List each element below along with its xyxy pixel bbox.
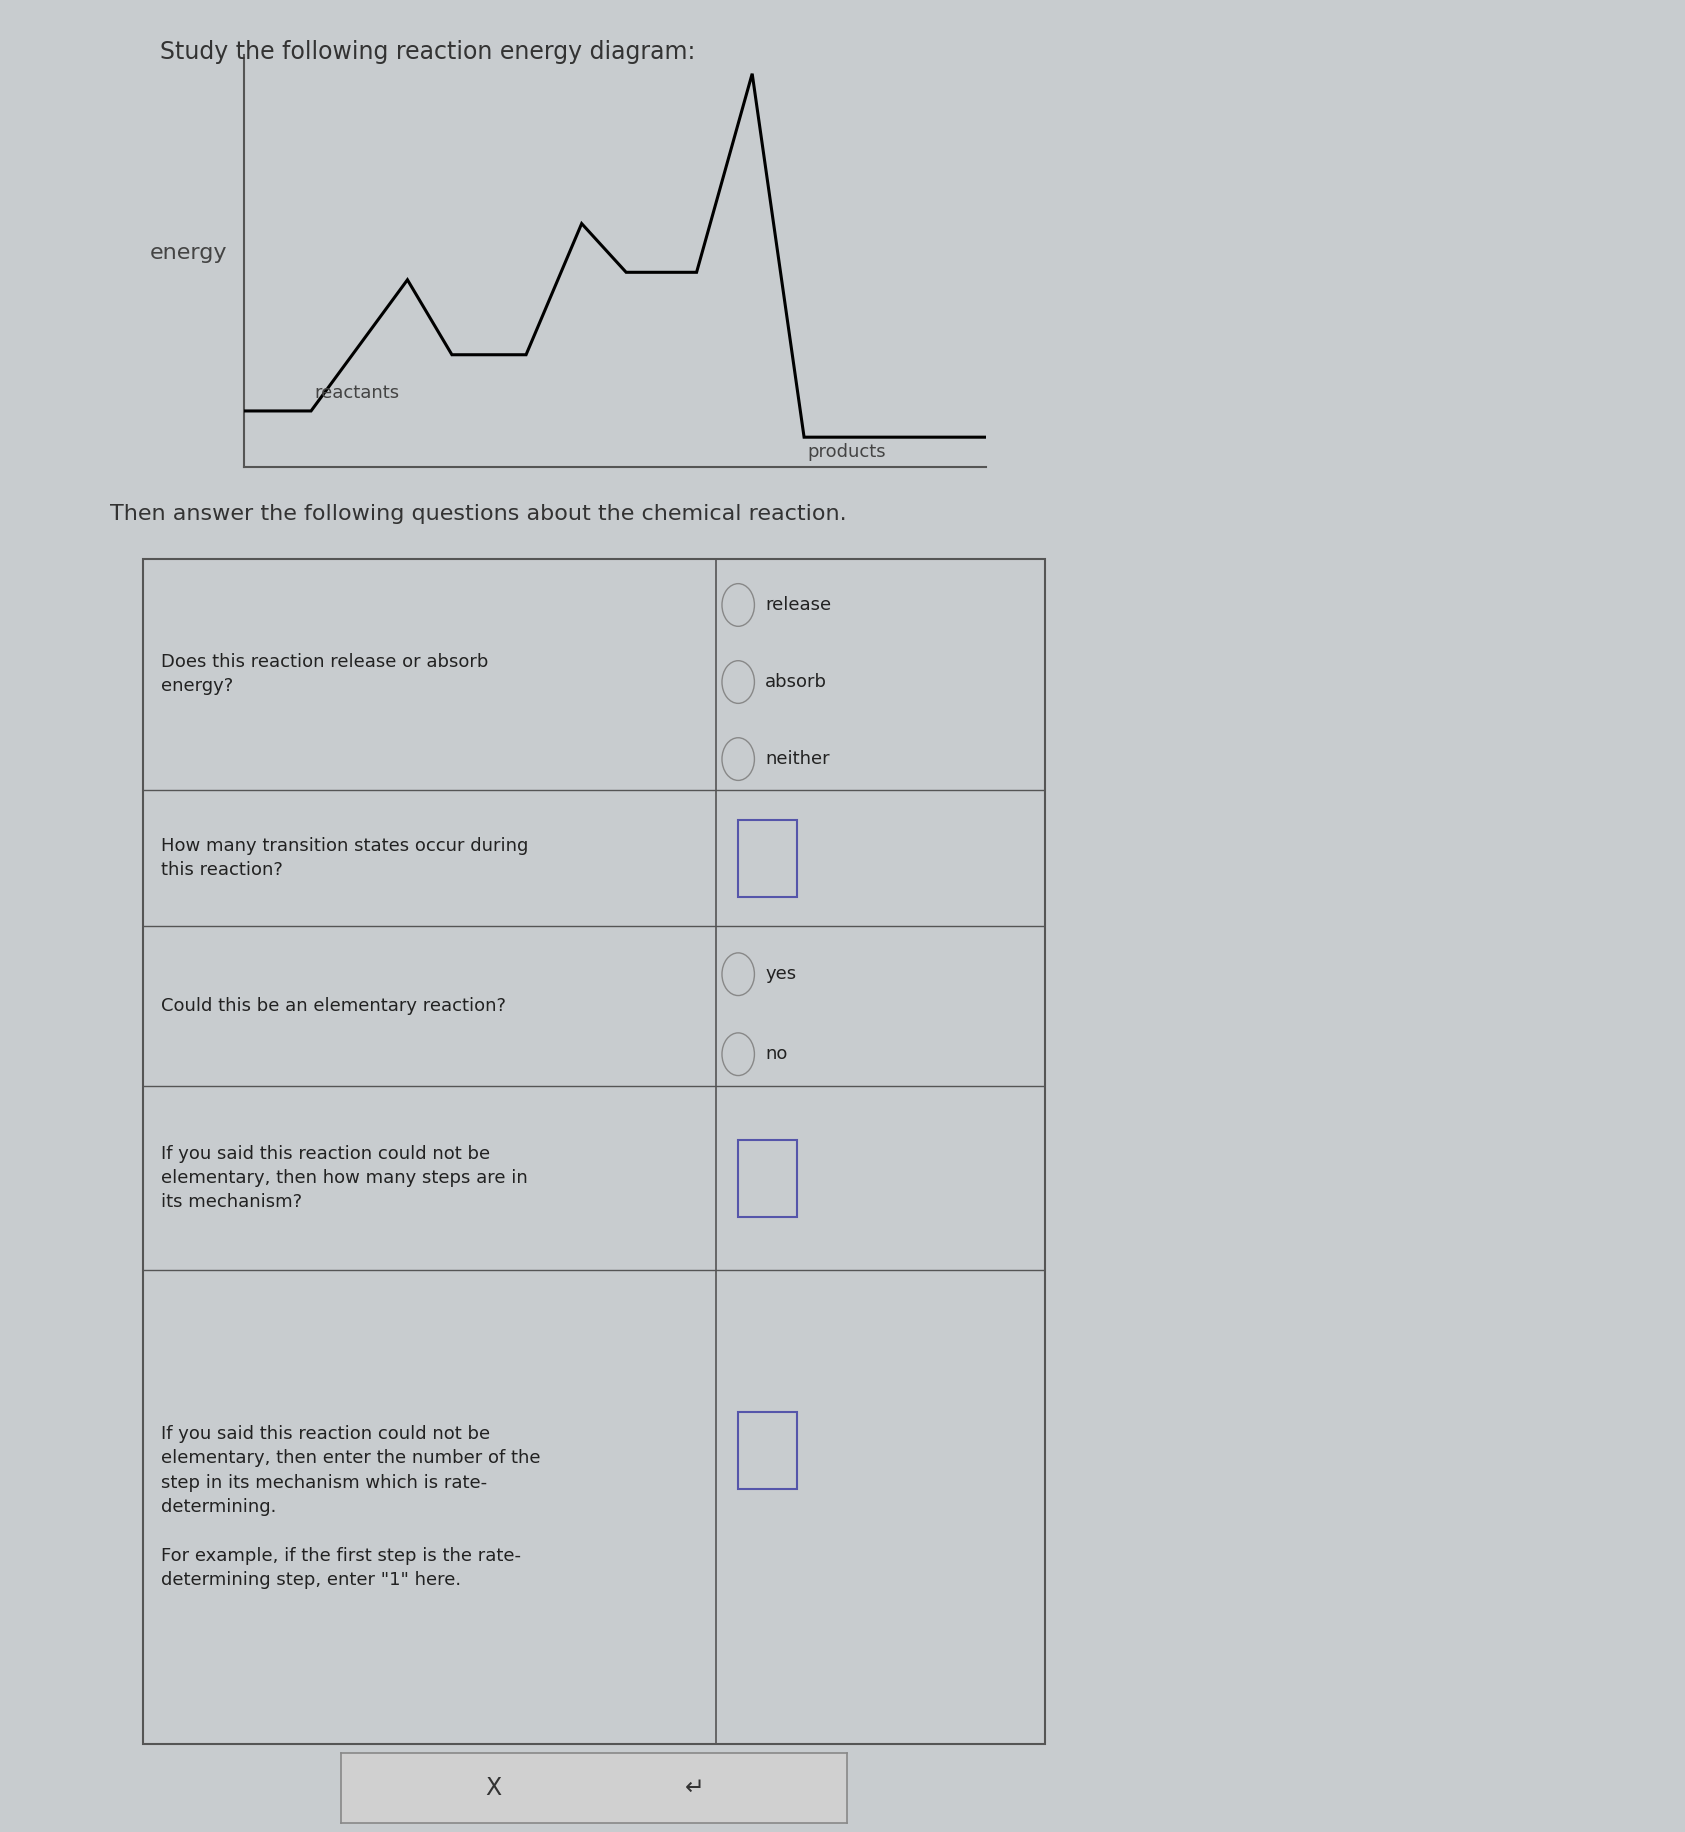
Bar	[738, 819, 797, 896]
Text: If you said this reaction could not be
elementary, then enter the number of the
: If you said this reaction could not be e…	[162, 1425, 541, 1588]
Text: products: products	[807, 443, 886, 460]
Bar	[738, 1140, 797, 1216]
Text: absorb: absorb	[765, 672, 827, 691]
Text: Does this reaction release or absorb
energy?: Does this reaction release or absorb ene…	[162, 654, 489, 696]
Text: energy: energy	[150, 244, 227, 262]
Bar	[738, 1412, 797, 1489]
Text: neither: neither	[765, 749, 831, 768]
Text: release: release	[765, 595, 831, 614]
Text: yes: yes	[765, 965, 797, 984]
Text: ↵: ↵	[686, 1775, 704, 1801]
Text: Study the following reaction energy diagram:: Study the following reaction energy diag…	[160, 40, 696, 64]
Text: How many transition states occur during
this reaction?: How many transition states occur during …	[162, 837, 529, 879]
Text: Could this be an elementary reaction?: Could this be an elementary reaction?	[162, 997, 505, 1015]
Text: Then answer the following questions about the chemical reaction.: Then answer the following questions abou…	[110, 504, 846, 524]
Text: If you said this reaction could not be
elementary, then how many steps are in
it: If you said this reaction could not be e…	[162, 1145, 527, 1211]
Text: X: X	[485, 1775, 500, 1801]
Text: no: no	[765, 1046, 787, 1063]
Text: reactants: reactants	[315, 383, 399, 401]
